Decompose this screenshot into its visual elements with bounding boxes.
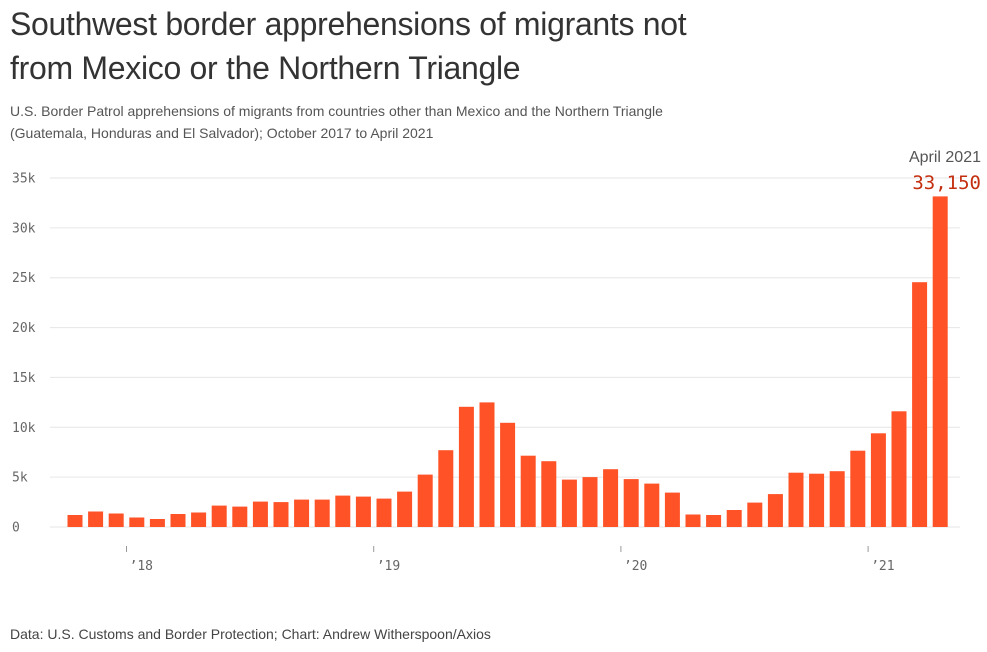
chart-subtitle: U.S. Border Patrol apprehensions of migr… [10,103,663,141]
bar-2019-05 [458,406,474,527]
annotation-value: 33,150 [912,172,981,194]
x-tick-label: ’20 [624,559,647,574]
bar-2018-08 [273,502,289,527]
bar-2019-04 [438,450,454,527]
bar-2020-10 [809,473,825,527]
bar-2020-12 [850,450,866,527]
bar-2020-01 [623,479,639,527]
y-tick-label: 10k [12,421,36,436]
bar-2020-05 [706,515,722,527]
bars [67,196,948,527]
bar-2018-07 [252,501,268,527]
bar-2019-09 [541,461,557,527]
bar-2018-03 [170,514,186,527]
x-tick-label: ’21 [871,559,894,574]
x-tick-label: ’18 [130,559,153,574]
chart-title: Southwest border apprehensions of migran… [10,6,687,86]
source-note: Data: U.S. Customs and Border Protection… [10,626,491,642]
bar-2018-09 [294,499,310,527]
bar-2017-10 [67,515,83,527]
bar-2021-03 [912,282,928,527]
y-tick-label: 20k [12,321,36,336]
x-axis: ’18 ’19 ’20 ’21 [126,546,895,574]
bar-2019-10 [561,479,577,527]
bar-2017-11 [88,511,104,527]
bar-2020-06 [726,510,742,527]
bar-2020-09 [788,472,804,527]
y-tick-label: 0 [12,521,20,536]
bar-2019-03 [417,474,433,527]
bar-2020-08 [767,494,783,527]
bar-2018-10 [314,499,330,527]
y-tick-label: 5k [12,471,28,486]
y-tick-label: 15k [12,371,36,386]
bar-2020-02 [644,483,660,527]
bar-2019-11 [582,477,598,527]
bar-2019-06 [479,402,495,527]
y-tick-label: 30k [12,221,36,236]
bar-2020-11 [829,471,845,527]
bar-2019-01 [376,498,392,527]
y-tick-label: 25k [12,271,36,286]
bar-2021-02 [891,411,907,527]
bar-2019-12 [603,469,619,527]
x-tick-label: ’19 [377,559,400,574]
bar-2018-04 [191,512,207,527]
bar-2018-01 [129,517,145,527]
bar-2019-08 [520,455,536,527]
y-tick-label: 35k [12,172,36,187]
annotation-label: April 2021 [909,149,981,166]
bar-2019-07 [500,422,516,527]
bar-2021-04 [932,196,948,527]
bar-2018-05 [211,505,227,527]
bar-2020-04 [685,514,701,527]
bar-2020-07 [747,502,763,527]
bar-2017-12 [108,513,124,527]
bar-2018-02 [149,519,165,527]
bar-2020-03 [664,492,680,527]
bar-2018-12 [355,496,371,527]
bar-2019-02 [397,491,413,527]
bar-2018-11 [335,495,351,527]
bar-2018-06 [232,506,248,527]
bar-2021-01 [870,433,886,527]
